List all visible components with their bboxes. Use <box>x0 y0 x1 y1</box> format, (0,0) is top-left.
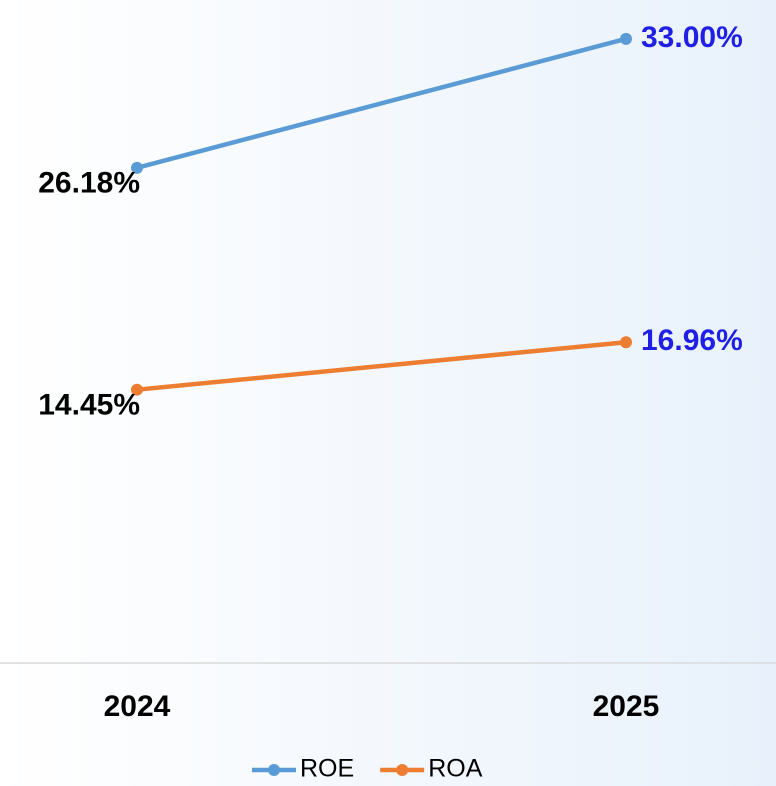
series-line <box>134 339 629 392</box>
series-line <box>134 36 629 171</box>
point <box>131 383 143 396</box>
point <box>620 336 632 349</box>
point <box>131 161 143 174</box>
x-tick-label: 2025 <box>593 690 660 723</box>
value-label: 33.00% <box>641 21 743 54</box>
x-tick-label: 2024 <box>104 690 171 723</box>
legend-marker <box>396 764 409 776</box>
value-label: 14.45% <box>38 389 140 422</box>
value-label: 16.96% <box>641 324 743 357</box>
legend-marker <box>268 764 280 776</box>
legend-label: ROE <box>300 755 354 783</box>
legend-label: ROA <box>428 755 483 783</box>
point <box>620 32 632 45</box>
value-label: 26.18% <box>38 167 140 200</box>
